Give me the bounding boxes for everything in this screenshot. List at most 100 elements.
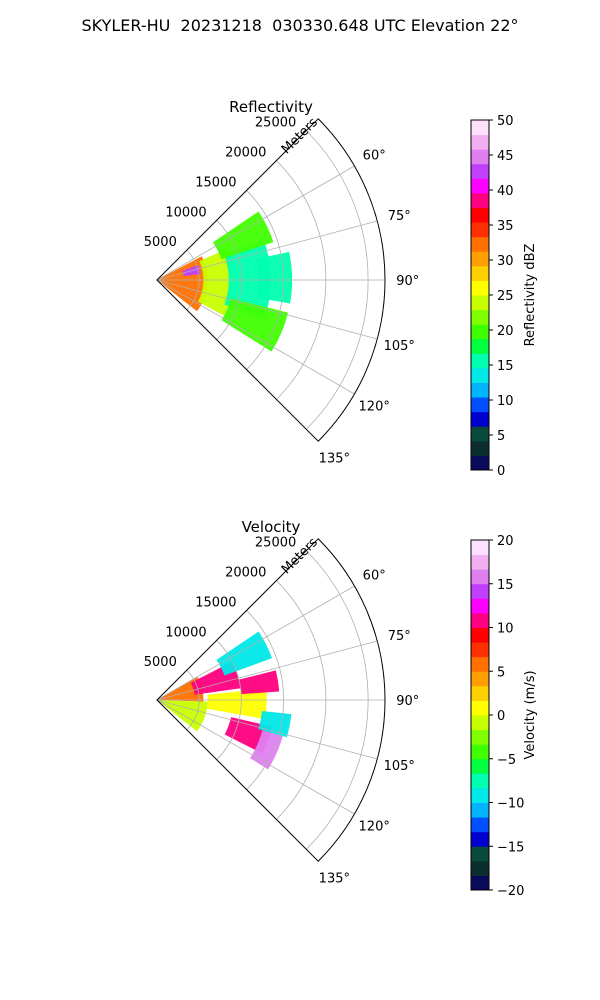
figure-title: SKYLER-HU 20231218 030330.648 UTC Elevat…	[81, 16, 519, 35]
colorbar-label: Velocity (m/s)	[523, 670, 538, 759]
colorbar-swatch	[471, 163, 489, 179]
colorbar-swatch	[471, 382, 489, 398]
colorbar-swatch	[471, 700, 489, 716]
colorbar-swatch	[471, 295, 489, 311]
colorbar-swatch	[471, 236, 489, 252]
colorbar-swatch	[471, 554, 489, 570]
colorbar-swatch	[471, 656, 489, 672]
theta-tick-label: 105°	[384, 759, 415, 774]
colorbar-swatch	[471, 120, 489, 136]
colorbar-swatch	[471, 440, 489, 456]
panel-title: Reflectivity	[229, 98, 313, 116]
echo-region-5	[221, 298, 289, 352]
theta-tick-label: 135°	[319, 871, 350, 886]
colorbar-swatch	[471, 338, 489, 354]
colorbar-tick-label: −10	[497, 797, 524, 812]
colorbar-tick-label: 5	[497, 665, 505, 680]
r-tick-label: 20000	[225, 566, 266, 581]
colorbar-swatch	[471, 598, 489, 614]
colorbar-tick-label: 15	[497, 359, 514, 374]
echo-region-4	[213, 211, 274, 260]
colorbar-swatch	[471, 744, 489, 760]
colorbar-swatch	[471, 569, 489, 585]
colorbar-swatch	[471, 192, 489, 208]
theta-tick-label: 90°	[396, 274, 419, 289]
sector-frame	[156, 538, 386, 862]
colorbar-swatch	[471, 251, 489, 267]
colorbar-tick-label: 20	[497, 534, 514, 549]
colorbar-swatch	[471, 846, 489, 862]
colorbar-swatch	[471, 715, 489, 731]
colorbar-tick-label: 5	[497, 429, 505, 444]
azimuth-spoke-4	[156, 699, 355, 815]
colorbar-swatch	[471, 178, 489, 194]
colorbar-tick-label: 10	[497, 622, 514, 637]
echo-region-4	[216, 631, 273, 676]
azimuth-spoke-3	[156, 279, 378, 340]
polar-grid	[156, 550, 385, 850]
azimuth-spoke-0	[156, 165, 355, 281]
colorbar-tick-label: 10	[497, 394, 514, 409]
r-tick-label: 10000	[165, 205, 206, 220]
theta-tick-label: 90°	[396, 694, 419, 709]
azimuth-spoke-0	[156, 585, 355, 701]
azimuth-spoke-1	[156, 220, 378, 281]
colorbar-swatch	[471, 540, 489, 556]
r-tick-label: 25000	[255, 536, 296, 551]
colorbar-swatch	[471, 860, 489, 876]
colorbar-tick-label: 30	[497, 254, 514, 269]
colorbar-swatch	[471, 612, 489, 628]
theta-tick-label: 105°	[384, 339, 415, 354]
echo-region-8	[258, 711, 292, 738]
theta-tick-label: 135°	[319, 451, 350, 466]
colorbar-swatch	[471, 207, 489, 223]
echo-layer	[158, 631, 292, 770]
r-tick-label: 15000	[195, 175, 236, 190]
r-tick-label: 20000	[225, 146, 266, 161]
echo-region-3	[206, 688, 267, 720]
r-tick-label: 10000	[165, 625, 206, 640]
colorbar-swatch	[471, 875, 489, 891]
colorbar-swatch	[471, 397, 489, 413]
colorbar-tick-label: 35	[497, 219, 514, 234]
theta-tick-label: 120°	[359, 399, 390, 414]
colorbar-tick-label: −5	[497, 753, 516, 768]
colorbar-swatch	[471, 729, 489, 745]
colorbar: 0 5 10 15 20 25 30 35 40 45 50 Reflectivity dBZ	[470, 114, 538, 479]
colorbar-tick-label: 0	[497, 709, 505, 724]
colorbar-swatch	[471, 773, 489, 789]
echo-region-7	[250, 730, 283, 770]
colorbar-tick-label: 25	[497, 289, 514, 304]
colorbar-swatch	[471, 583, 489, 599]
colorbar-swatch	[471, 758, 489, 774]
azimuth-spoke-1	[156, 640, 378, 701]
theta-tick-label: 60°	[363, 569, 386, 584]
colorbar-swatch	[471, 324, 489, 340]
colorbar-swatch	[471, 817, 489, 833]
colorbar: −20 −15 −10 −5 0 5 10 15 20 Velocity (m/s)	[470, 534, 538, 899]
panel-title: Velocity	[242, 518, 301, 536]
r-tick-label: 15000	[195, 595, 236, 610]
echo-region-5	[238, 670, 280, 695]
colorbar-swatch	[471, 642, 489, 658]
colorbar-tick-label: −20	[497, 884, 524, 899]
colorbar-swatch	[471, 265, 489, 281]
colorbar-tick-label: −15	[497, 840, 524, 855]
colorbar-swatch	[471, 309, 489, 325]
r-tick-label: 25000	[255, 116, 296, 131]
colorbar-swatch	[471, 353, 489, 369]
colorbar-tick-label: 50	[497, 114, 514, 129]
colorbar-swatch	[471, 411, 489, 427]
colorbar-tick-label: 0	[497, 464, 505, 479]
colorbar-tick-label: 20	[497, 324, 514, 339]
colorbar-swatch	[471, 802, 489, 818]
theta-tick-label: 75°	[388, 209, 411, 224]
colorbar-swatch	[471, 627, 489, 643]
echo-layer	[158, 211, 293, 352]
colorbar-swatch	[471, 671, 489, 687]
theta-tick-label: 75°	[388, 629, 411, 644]
colorbar-swatch	[471, 831, 489, 847]
colorbar-swatch	[471, 222, 489, 238]
